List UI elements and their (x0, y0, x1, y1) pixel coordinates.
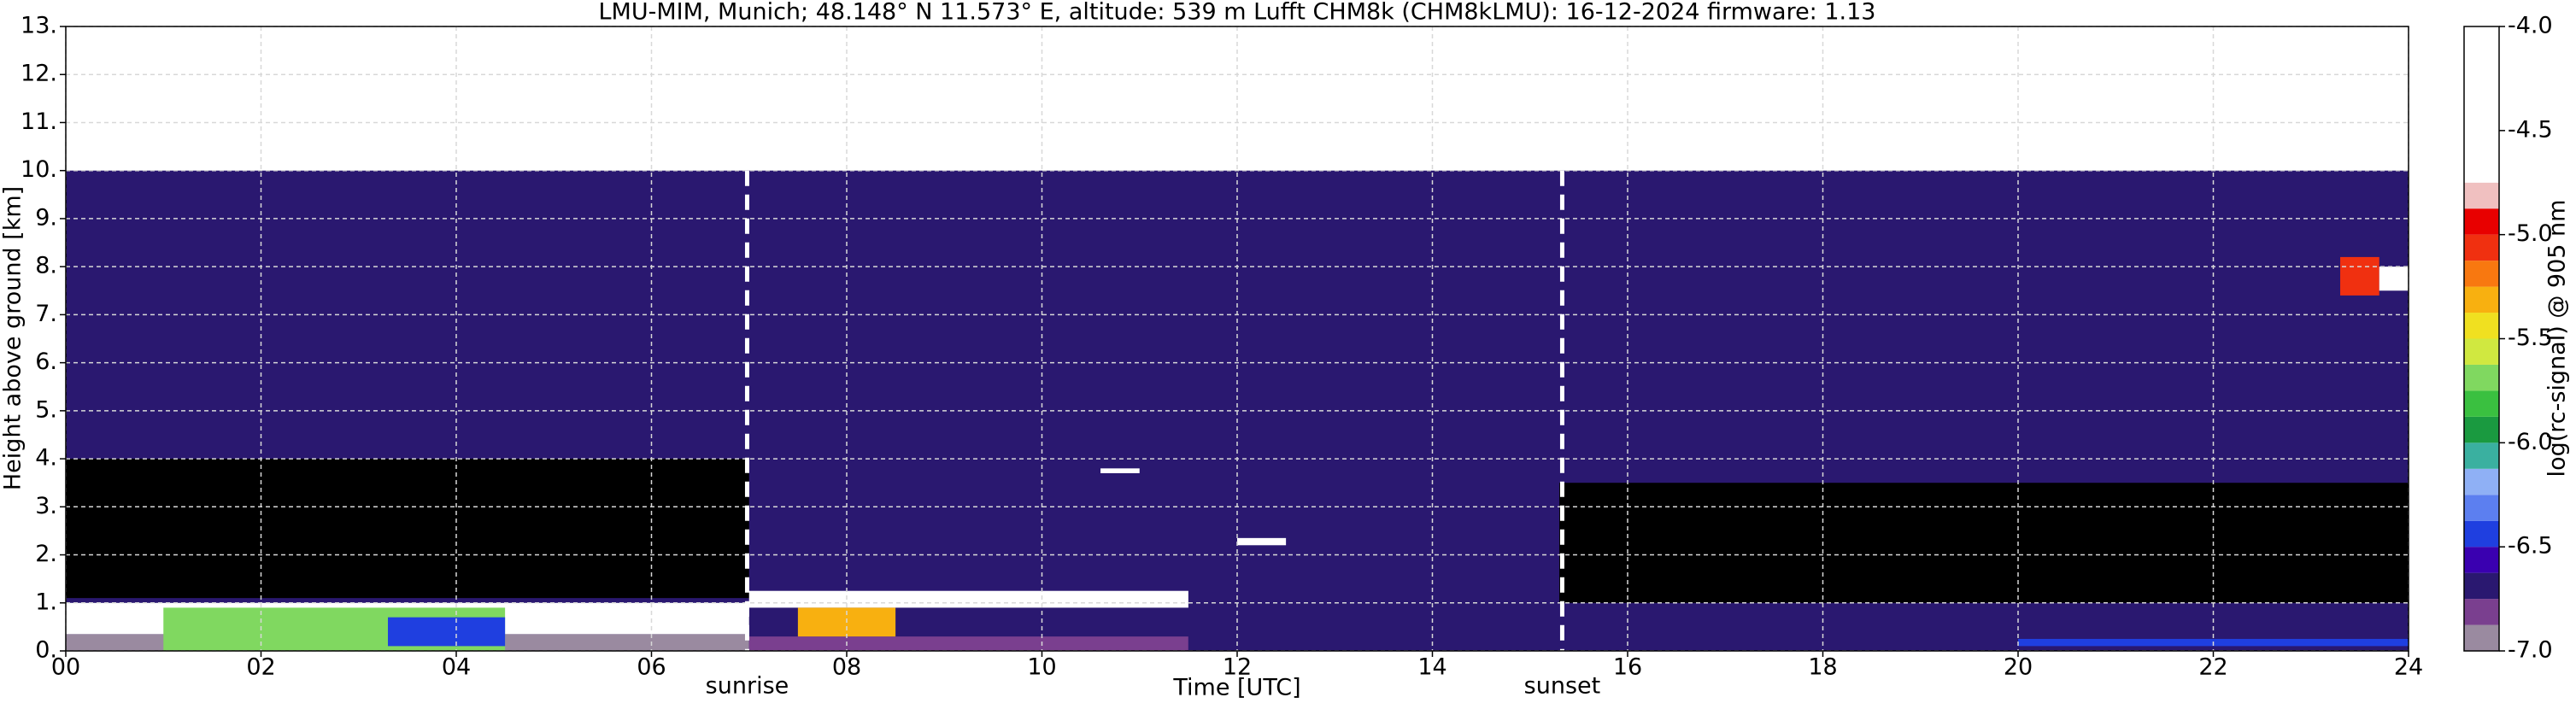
heatmap-cell (388, 617, 506, 647)
heatmap-cell (748, 590, 1188, 608)
plot-frame (65, 26, 2409, 652)
x-tick-label: 20 (2004, 654, 2033, 681)
x-tick-label: 22 (2198, 654, 2227, 681)
y-tick-label: 12. (21, 61, 57, 87)
colorbar-bin (2464, 572, 2499, 600)
colorbar-bin (2464, 599, 2499, 625)
heatmap-cell (2340, 256, 2379, 296)
chart-title: LMU-MIM, Munich; 48.148° N 11.573° E, al… (599, 0, 1876, 26)
colorbar-bin (2464, 624, 2499, 651)
x-tick-label: 12 (1223, 654, 1252, 681)
colorbar-bin (2464, 313, 2499, 339)
y-tick-label: 13. (21, 13, 57, 39)
heatmap-cell (2379, 267, 2409, 291)
heatmap-cell (1559, 483, 2409, 603)
colorbar-tick-label: -5.0 (2508, 220, 2553, 247)
x-tick-label: 02 (246, 654, 275, 681)
x-tick-label: 04 (442, 654, 471, 681)
colorbar-tick-label: -6.5 (2508, 533, 2553, 560)
colorbar-bin (2464, 208, 2499, 235)
x-tick-label: 08 (832, 654, 861, 681)
y-tick-label: 7. (35, 301, 57, 327)
colorbar-tick-label: -4.5 (2508, 116, 2553, 143)
x-tick-label: 14 (1417, 654, 1446, 681)
colorbar-bin (2464, 390, 2499, 417)
colorbar-tick-label: -4.0 (2508, 13, 2553, 39)
colorbar-bin (2464, 547, 2499, 573)
colorbar-bin (2464, 261, 2499, 287)
x-axis-label: Time [UTC] (1172, 675, 1300, 701)
heatmap-cell (1100, 468, 1140, 473)
heatmap-cell (748, 636, 1188, 651)
x-tick-label: 16 (1613, 654, 1642, 681)
x-tick-label: 10 (1027, 654, 1056, 681)
y-tick-label: 0. (35, 637, 57, 664)
y-tick-label: 10. (21, 156, 57, 183)
colorbar-bin (2464, 26, 2499, 183)
x-tick-label: 06 (637, 654, 666, 681)
y-tick-label: 3. (35, 493, 57, 519)
colorbar-bin (2464, 468, 2499, 495)
annotation-label: sunrise (706, 673, 789, 700)
colorbar-bin (2464, 520, 2499, 548)
y-axis-label: Height above ground [km] (0, 186, 26, 490)
colorbar-label: log(rc-signal) @ 905 nm (2544, 200, 2571, 478)
y-tick-label: 5. (35, 396, 57, 423)
y-tick-label: 8. (35, 253, 57, 279)
y-tick-label: 9. (35, 204, 57, 231)
x-tick-label: 18 (1808, 654, 1837, 681)
colorbar-bin (2464, 182, 2499, 209)
heatmap-cell (66, 459, 749, 599)
y-tick-label: 1. (35, 589, 57, 615)
colorbar-bin (2464, 338, 2499, 365)
y-tick-label: 2. (35, 541, 57, 567)
x-tick-label: 00 (51, 654, 80, 681)
y-tick-label: 4. (35, 445, 57, 472)
colorbar-bin (2464, 286, 2499, 313)
x-tick-label: 24 (2394, 654, 2423, 681)
colorbar-bin (2464, 442, 2499, 469)
y-tick-label: 11. (21, 108, 57, 135)
heatmap-cell (1237, 537, 1287, 546)
colorbar-bin (2464, 234, 2499, 261)
colorbar-tick-label: -6.0 (2508, 429, 2553, 455)
annotation-label: sunset (1524, 673, 1601, 700)
colorbar-tick-label: -7.0 (2508, 637, 2553, 664)
colorbar-bin (2464, 495, 2499, 521)
colorbar-bin (2464, 416, 2499, 443)
colorbar-bin (2464, 364, 2499, 391)
y-tick-label: 6. (35, 349, 57, 375)
colorbar-tick-label: -5.5 (2508, 325, 2553, 351)
